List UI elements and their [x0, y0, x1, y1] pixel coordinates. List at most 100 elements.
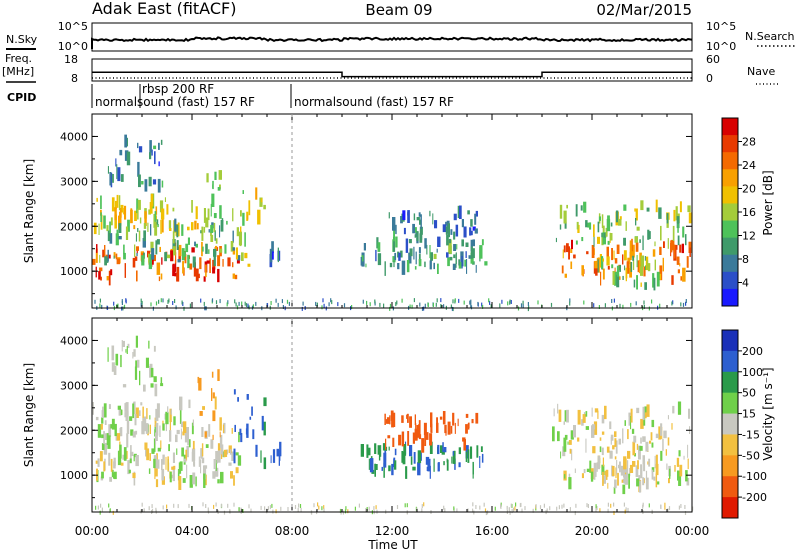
echo-cell — [655, 433, 659, 439]
echo-cell — [249, 416, 252, 420]
echo-cell — [605, 469, 609, 477]
echo-cell — [138, 230, 141, 242]
echo-cell — [133, 349, 136, 357]
echo-cell — [676, 457, 680, 467]
echo-cell — [104, 256, 107, 266]
echo-cell — [252, 304, 254, 309]
sky-tick-high: 10^5 — [58, 20, 88, 33]
echo-cell — [227, 300, 229, 305]
echo-cell — [369, 302, 371, 307]
echo-cell — [177, 469, 180, 481]
echo-cell — [186, 446, 189, 458]
echo-cell — [144, 442, 148, 450]
y-tick-label: 1000 — [60, 265, 88, 278]
echo-cell — [210, 203, 212, 217]
echo-cell — [160, 208, 165, 220]
echo-cell — [658, 207, 662, 219]
echo-cell — [101, 443, 105, 450]
echo-cell — [149, 152, 152, 160]
echo-cell — [132, 352, 134, 359]
echo-cell — [510, 300, 512, 304]
echo-cell — [237, 455, 242, 466]
echo-cell — [141, 421, 145, 435]
echo-cell — [570, 248, 573, 253]
velocity-data-layer — [92, 335, 694, 516]
echo-cell — [688, 212, 692, 224]
echo-cell — [602, 258, 604, 262]
echo-cell — [535, 504, 537, 509]
echo-cell — [630, 262, 633, 272]
echo-cell — [625, 507, 627, 512]
echo-cell — [217, 268, 220, 283]
echo-cell — [647, 263, 651, 272]
echo-cell — [126, 433, 129, 448]
echo-cell — [173, 246, 176, 256]
echo-cell — [623, 456, 627, 470]
echo-cell — [409, 445, 413, 457]
echo-cell — [211, 388, 213, 401]
echo-cell — [439, 416, 443, 420]
echo-cell — [429, 441, 433, 454]
echo-cell — [612, 271, 615, 285]
echo-cell — [482, 304, 484, 309]
echo-cell — [451, 456, 453, 464]
colorbar-tick-label: 4 — [742, 277, 749, 290]
echo-cell — [236, 227, 239, 237]
echo-cell — [601, 414, 605, 424]
echo-cell — [263, 457, 267, 470]
echo-cell — [143, 508, 145, 513]
echo-cell — [648, 458, 651, 467]
echo-cell — [172, 231, 175, 244]
echo-cell — [205, 444, 209, 448]
echo-cell — [168, 444, 170, 452]
echo-cell — [407, 413, 409, 423]
echo-cell — [692, 506, 694, 511]
echo-cell — [566, 204, 568, 209]
echo-cell — [688, 408, 691, 419]
echo-cell — [453, 506, 455, 511]
freq-label-2: [MHz] — [2, 65, 34, 78]
echo-cell — [575, 503, 577, 508]
echo-cell — [217, 443, 221, 455]
x-tick-label: 20:00 — [575, 524, 610, 538]
echo-cell — [456, 244, 458, 250]
echo-cell — [117, 303, 119, 308]
echo-cell — [665, 449, 667, 456]
echo-cell — [210, 234, 214, 242]
echo-cell — [162, 298, 164, 303]
echo-cell — [445, 221, 447, 226]
echo-cell — [616, 460, 618, 475]
echo-cell — [177, 504, 179, 509]
velocity-colorbar-label: Velocity [m s⁻¹] — [761, 367, 775, 460]
echo-cell — [559, 224, 562, 230]
echo-cell — [607, 482, 609, 489]
echo-cell — [601, 232, 604, 246]
echo-cell — [605, 227, 608, 237]
echo-cell — [515, 502, 517, 507]
echo-cell — [187, 432, 189, 446]
echo-cell — [417, 450, 422, 464]
echo-cell — [601, 256, 604, 269]
echo-cell — [564, 434, 568, 440]
echo-cell — [475, 264, 477, 273]
echo-cell — [640, 255, 644, 267]
echo-cell — [452, 307, 454, 312]
echo-cell — [609, 450, 613, 459]
colorbar-tick-label: 15 — [742, 408, 756, 421]
echo-cell — [187, 237, 190, 245]
echo-cell — [133, 471, 136, 486]
echo-cell — [476, 445, 479, 458]
echo-cell — [123, 244, 125, 254]
echo-cell — [432, 303, 434, 307]
echo-cell — [174, 218, 177, 232]
echo-cell — [213, 248, 217, 257]
echo-cell — [137, 208, 139, 220]
echo-cell — [360, 444, 364, 457]
echo-cell — [648, 231, 651, 239]
echo-cell — [480, 446, 483, 452]
freq-nave-strip: Freq. [MHz] 18 8 60 0 Nave — [2, 52, 780, 85]
colorbar-tick-label: 8 — [742, 253, 749, 266]
echo-cell — [153, 214, 155, 228]
echo-cell — [638, 475, 641, 483]
echo-cell — [646, 207, 650, 212]
